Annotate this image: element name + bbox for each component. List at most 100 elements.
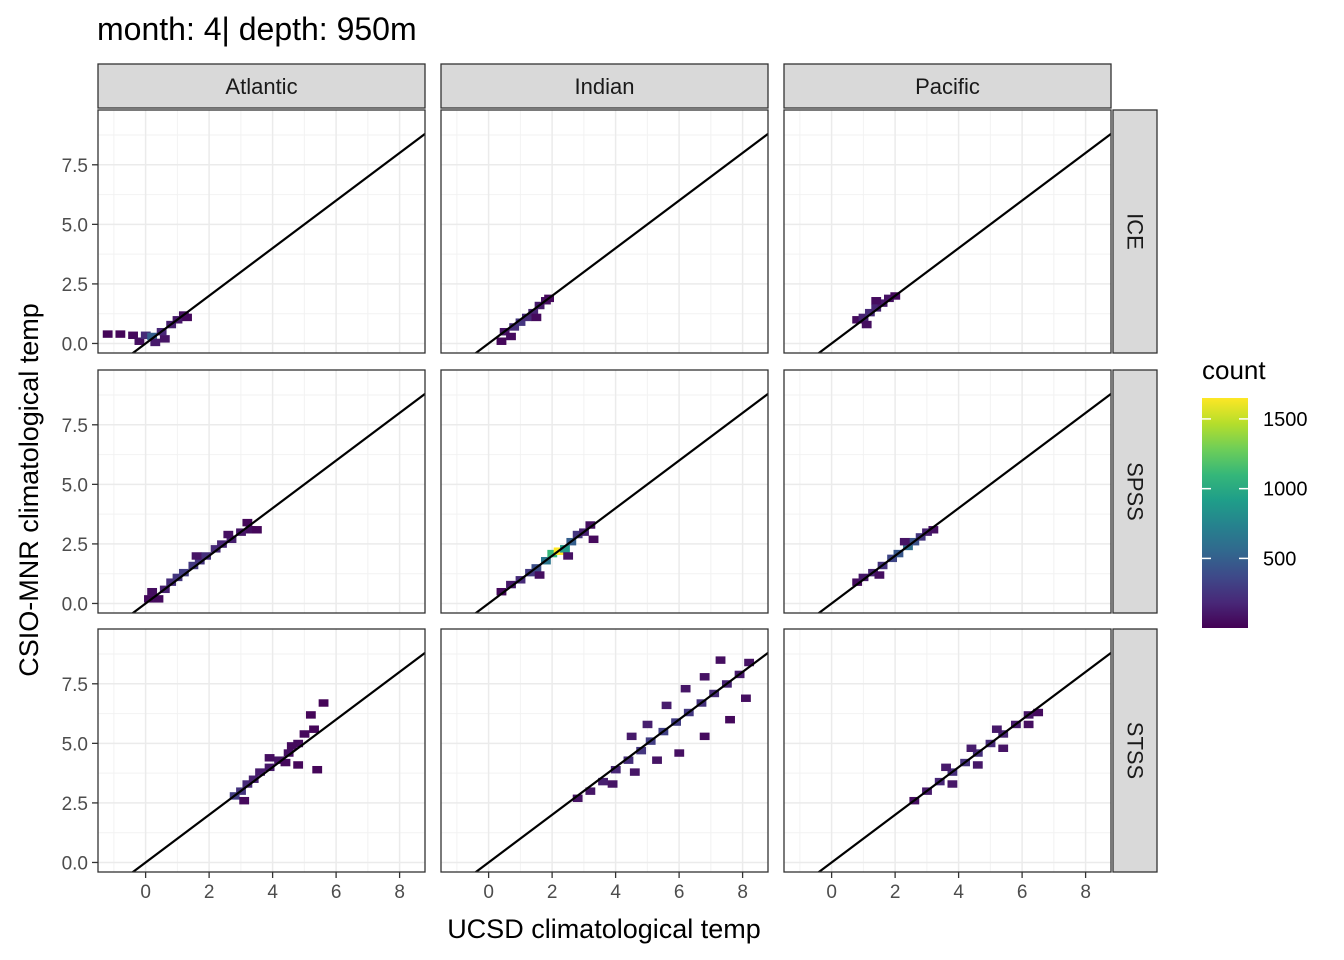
legend-break-label: 500	[1263, 548, 1296, 570]
y-axis-ticks: 0.0 2.5 5.0 7.5 0.0 2.5 5.0 7.5 0.0 2.5 5.0 7.5	[62, 156, 98, 874]
bin-cell	[884, 294, 894, 303]
bin-cell	[928, 526, 939, 534]
identity-line	[131, 651, 425, 872]
bin-cell	[178, 568, 189, 577]
bin-cell	[877, 299, 888, 307]
bin-cell	[899, 537, 910, 546]
bin-cell	[874, 571, 885, 579]
plot-title: month: 4| depth: 950m	[97, 11, 417, 47]
bin-cell	[871, 297, 882, 305]
bin-cell	[496, 337, 507, 345]
bin-cell	[585, 521, 596, 529]
strip-background	[1112, 109, 1158, 354]
y-tick-label: 7.5	[62, 156, 88, 177]
identity-line	[131, 132, 425, 353]
bin-cell	[941, 763, 951, 772]
identity-line	[474, 651, 768, 872]
panel-background	[784, 370, 1111, 613]
bin-cell	[223, 530, 234, 539]
panel-background	[441, 110, 768, 353]
facet-panel	[97, 628, 426, 873]
bin-cell	[128, 331, 138, 340]
row-strip-label: STSS	[1123, 722, 1148, 779]
x-tick-label: 2	[547, 882, 558, 903]
bin-cell	[312, 765, 323, 774]
bin-cell	[521, 313, 532, 322]
bin-cell	[506, 580, 516, 589]
bin-cell	[496, 587, 507, 596]
bin-cell	[264, 763, 275, 772]
bin-cell	[509, 323, 520, 331]
identity-line	[817, 132, 1111, 353]
bin-cell	[239, 796, 250, 805]
x-axis-ticks: 0 2 4 6 8 0 2 4 6 8 0 2 4 6 8	[140, 872, 1091, 903]
bin-cell	[102, 330, 113, 338]
bin-cell	[610, 765, 621, 774]
strip-background	[97, 63, 426, 109]
y-tick-label: 0.0	[62, 853, 88, 874]
x-tick-label: 6	[331, 882, 342, 903]
column-strip: Indian	[440, 63, 769, 109]
identity-line	[817, 392, 1111, 613]
bin-cell	[140, 331, 151, 340]
bin-cell	[864, 308, 875, 317]
x-tick-label: 4	[267, 882, 278, 903]
bin-cell	[572, 794, 583, 803]
bin-cell	[280, 758, 291, 767]
y-tick-label: 2.5	[62, 535, 88, 556]
y-tick-label: 7.5	[62, 675, 88, 696]
bin-cell	[242, 780, 253, 788]
bin-cell	[966, 744, 977, 752]
strip-background	[440, 63, 769, 109]
bin-cell	[661, 701, 672, 710]
bin-cell	[159, 335, 170, 343]
bin-cell	[852, 316, 863, 324]
panel-border	[440, 109, 769, 354]
bin-cell	[560, 545, 570, 553]
x-tick-label: 2	[890, 882, 901, 903]
bin-cell	[172, 573, 183, 582]
bin-cell	[998, 744, 1009, 752]
row-strip: SPSS	[1112, 369, 1158, 614]
bin-cell	[217, 540, 227, 548]
bin-cell	[744, 658, 755, 667]
x-tick-label: 2	[204, 882, 215, 903]
x-tick-label: 0	[140, 882, 151, 903]
bin-cell	[293, 761, 304, 769]
bin-cell	[626, 732, 637, 741]
x-tick-label: 8	[394, 882, 405, 903]
bin-cell	[245, 526, 256, 534]
x-tick-label: 6	[1017, 882, 1028, 903]
panel-border	[783, 369, 1112, 614]
bin-cell	[286, 742, 297, 750]
panel-border	[440, 369, 769, 614]
bin-cell	[115, 330, 126, 338]
bin-cell	[636, 746, 647, 755]
bin-cell	[210, 545, 221, 553]
identity-line	[474, 392, 768, 613]
bin-cell	[528, 308, 539, 317]
bin-cell	[255, 768, 265, 776]
row-strip: ICE	[1112, 109, 1158, 354]
bin-cell	[293, 739, 304, 748]
bin-cell	[153, 595, 164, 603]
panel-border	[97, 628, 426, 873]
facet-panel	[783, 109, 1112, 354]
strip-background	[1112, 628, 1158, 873]
bin-cell	[861, 320, 872, 329]
y-tick-label: 5.0	[62, 215, 88, 236]
panel-background	[441, 370, 768, 613]
bin-cell	[201, 552, 212, 560]
bin-cell	[188, 561, 199, 570]
bin-cell	[147, 587, 158, 596]
legend-title: count	[1202, 355, 1266, 385]
y-tick-label: 7.5	[62, 416, 88, 437]
colorbar	[1202, 398, 1248, 628]
facet-panel	[783, 628, 1112, 873]
bin-cell	[652, 756, 662, 764]
color-legend: count 500 1000 1500	[1202, 355, 1308, 628]
y-tick-label: 2.5	[62, 275, 88, 296]
bin-cell	[588, 535, 599, 544]
bin-cell	[248, 775, 259, 783]
bin-cell	[147, 332, 158, 341]
